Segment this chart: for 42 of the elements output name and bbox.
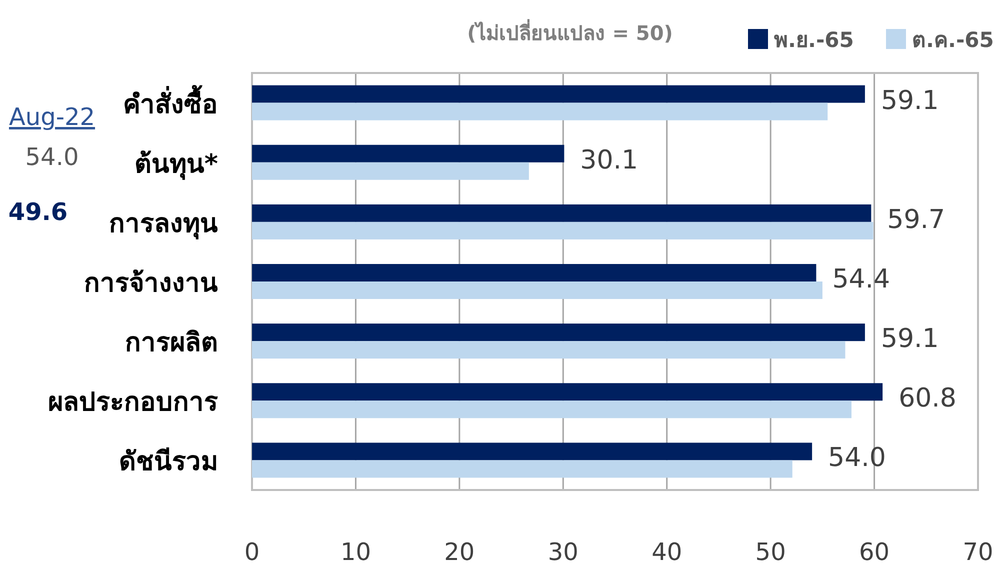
y-tick-label: การลงทุน bbox=[109, 208, 218, 240]
data-label: 54.0 bbox=[828, 443, 886, 474]
y-tick-label: การผลิต bbox=[125, 328, 218, 358]
text: Aug-22 bbox=[8, 103, 96, 131]
data-label: 54.4 bbox=[832, 264, 890, 294]
data-label: 60.8 bbox=[898, 384, 956, 414]
bar bbox=[252, 282, 822, 299]
data-label: 59.7 bbox=[887, 204, 946, 235]
bar bbox=[252, 442, 812, 460]
y-tick-label: คำสั่งซื้อ bbox=[123, 84, 218, 120]
x-tick-label: 70 bbox=[962, 538, 994, 566]
data-label: 59.1 bbox=[880, 324, 939, 354]
bar bbox=[252, 383, 883, 401]
text: 54.0 bbox=[25, 143, 79, 171]
bar bbox=[252, 162, 529, 180]
bar bbox=[252, 460, 792, 478]
x-tick-label: 0 bbox=[244, 538, 260, 566]
x-tick-label: 40 bbox=[652, 538, 682, 566]
data-label: 30.1 bbox=[580, 145, 638, 176]
bar bbox=[252, 204, 872, 222]
bar bbox=[252, 324, 865, 342]
x-tick-label: 20 bbox=[444, 538, 475, 566]
bar bbox=[252, 144, 564, 162]
y-tick-label: ดัชนีรวม bbox=[119, 447, 218, 478]
x-tick-label: 60 bbox=[859, 538, 890, 566]
x-tick-label: 50 bbox=[755, 538, 786, 566]
bar bbox=[252, 400, 852, 418]
x-tick-label: 30 bbox=[548, 538, 578, 566]
bar bbox=[252, 85, 865, 103]
text: 49.6 bbox=[8, 198, 68, 226]
y-tick-label: การจ้างงาน bbox=[84, 268, 218, 298]
legend-label: พ.ย.-65 bbox=[774, 28, 854, 52]
bar bbox=[252, 264, 816, 282]
bar bbox=[252, 222, 874, 240]
data-label: 59.1 bbox=[880, 86, 939, 116]
chart-subtitle: (ไม่เปลี่ยนแปลง = 50) bbox=[467, 18, 673, 45]
bar bbox=[252, 102, 828, 120]
y-tick-label: ผลประกอบการ bbox=[48, 388, 218, 418]
x-tick-label: 10 bbox=[340, 538, 371, 566]
bar bbox=[252, 341, 846, 359]
legend-label: ต.ค.-65 bbox=[912, 28, 994, 52]
y-tick-label: ต้นทุน* bbox=[134, 149, 218, 180]
